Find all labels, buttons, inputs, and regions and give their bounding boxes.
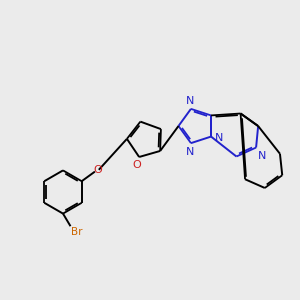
Text: N: N (258, 151, 266, 160)
Text: N: N (186, 147, 194, 157)
Text: N: N (186, 96, 194, 106)
Text: O: O (132, 160, 141, 170)
Text: O: O (93, 165, 102, 175)
Text: N: N (215, 133, 223, 143)
Text: Br: Br (71, 227, 82, 237)
